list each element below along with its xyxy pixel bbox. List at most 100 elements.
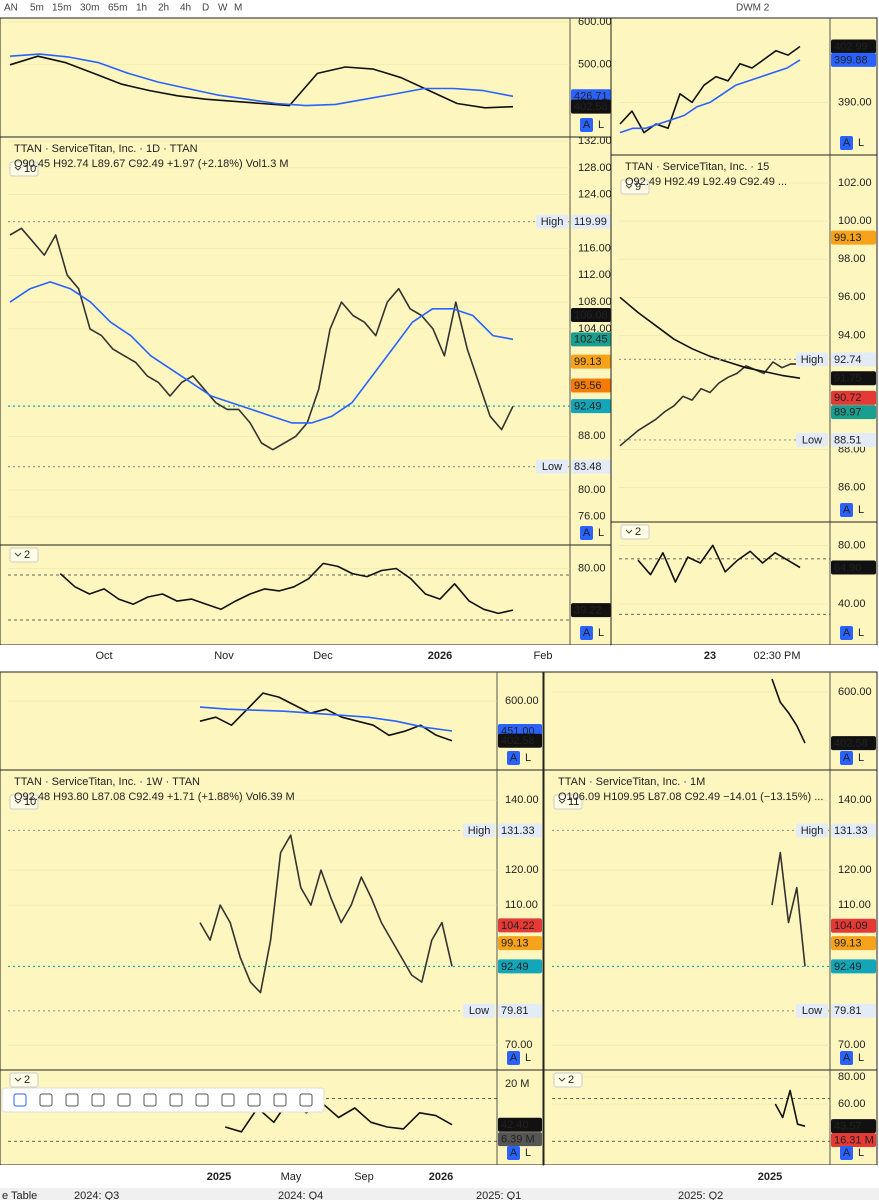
y-tick-label: 40.00 [838,598,866,610]
price-tag-label: 92.49 [834,961,862,973]
draw-tool-icon[interactable] [299,1093,313,1107]
auto-label[interactable]: A [843,627,851,639]
caption-box [463,823,495,838]
auto-button[interactable] [580,118,593,132]
indicator-toggle[interactable] [553,1072,583,1088]
log-label[interactable]: L [858,137,864,149]
auto-label[interactable]: A [510,1147,518,1159]
upper-pane [0,671,544,771]
draw-tool-icon[interactable] [273,1093,287,1107]
interval-button[interactable]: 4h [180,3,191,14]
auto-button[interactable] [840,1146,853,1160]
auto-label[interactable]: A [843,504,851,516]
price-tag-label: 39.22 [574,604,602,616]
auto-button[interactable] [507,1146,520,1160]
price-tag-label: 16.31 M [834,1134,874,1146]
draw-tool-icon[interactable] [13,1093,27,1107]
layout-name[interactable]: DWM 2 [736,3,770,14]
interval-button[interactable]: 1h [136,3,147,14]
price-tag-label: 402.58 [574,101,608,113]
auto-label[interactable]: A [583,627,591,639]
interval-button[interactable]: 2h [158,3,169,14]
footer-label: 2024: Q4 [278,1190,323,1200]
x-tick-label: Nov [214,650,234,662]
price-caption: High [801,354,824,366]
log-label[interactable]: L [598,627,604,639]
x-axis-bg [0,1165,543,1185]
interval-button[interactable]: D [202,3,209,14]
auto-button[interactable] [840,626,853,640]
interval-button[interactable]: M [234,3,242,14]
auto-label[interactable]: A [510,752,518,764]
price-line [774,1089,806,1127]
y-tick-label: 140.00 [505,794,539,806]
indicator-toggle[interactable] [620,179,650,195]
draw-tool-icon[interactable] [91,1093,105,1107]
auto-button[interactable] [580,526,593,540]
log-label[interactable]: L [598,527,604,539]
y-tick-label: 70.00 [838,1039,866,1051]
auto-label[interactable]: A [843,1052,851,1064]
draw-tool-icon[interactable] [65,1093,79,1107]
log-label[interactable]: L [525,752,531,764]
auto-label[interactable]: A [843,1147,851,1159]
draw-tool-icon[interactable] [39,1093,53,1107]
auto-button[interactable] [840,751,853,765]
y-tick-label: 140.00 [838,794,872,806]
interval-button[interactable]: W [218,3,228,14]
auto-label[interactable]: A [843,137,851,149]
draw-tool-icon[interactable] [169,1093,183,1107]
log-label[interactable]: L [598,119,604,131]
x-tick-label: May [281,1171,302,1183]
price-line [9,281,514,424]
draw-tool-icon[interactable] [117,1093,131,1107]
x-tick-label: Feb [534,650,553,662]
indicator-toggle[interactable] [9,794,39,810]
log-label[interactable]: L [525,1147,531,1159]
price-caption: High [801,825,824,837]
draw-tool-icon[interactable] [195,1093,209,1107]
log-label[interactable]: L [858,504,864,516]
draw-tool-icon[interactable] [143,1093,157,1107]
price-tag [498,733,542,748]
interval-button[interactable]: 65m [108,3,127,14]
auto-button[interactable] [840,136,853,150]
indicator-toggle[interactable] [9,547,39,563]
log-label[interactable]: L [858,752,864,764]
price-tag [498,823,542,838]
y-tick-label: 60.00 [838,1098,866,1110]
auto-label[interactable]: A [510,1052,518,1064]
auto-button[interactable] [507,751,520,765]
y-tick-label: 80.00 [578,562,606,574]
draw-tool-icon[interactable] [221,1093,235,1107]
log-label[interactable]: L [858,1147,864,1159]
price-line [9,227,514,451]
price-tag-label: 92.49 [574,401,602,413]
auto-label[interactable]: A [843,752,851,764]
indicator-toggle[interactable] [553,794,583,810]
auto-button[interactable] [840,503,853,517]
auto-button[interactable] [840,1051,853,1065]
price-tag [498,959,542,974]
auto-button[interactable] [507,1051,520,1065]
auto-label[interactable]: A [583,527,591,539]
chart-title: TTAN · ServiceTitan, Inc. · 15 [625,161,769,173]
draw-tool-icon[interactable] [247,1093,261,1107]
auto-label[interactable]: A [583,119,591,131]
price-tag-label: 131.33 [834,825,868,837]
indicator-toggle[interactable] [9,1072,39,1088]
log-label[interactable]: L [858,1052,864,1064]
auto-button[interactable] [580,626,593,640]
indicator-toggle[interactable] [620,524,650,540]
upper-pane [0,17,613,138]
x-tick-label: Dec [313,650,333,662]
interval-button[interactable]: 5m [30,3,44,14]
interval-button[interactable]: 30m [80,3,99,14]
log-label[interactable]: L [525,1052,531,1064]
interval-button[interactable]: 15m [52,3,71,14]
log-label[interactable]: L [858,627,864,639]
upper-pane [610,17,878,156]
indicator-toggle[interactable] [9,161,39,177]
price-line [199,692,453,742]
